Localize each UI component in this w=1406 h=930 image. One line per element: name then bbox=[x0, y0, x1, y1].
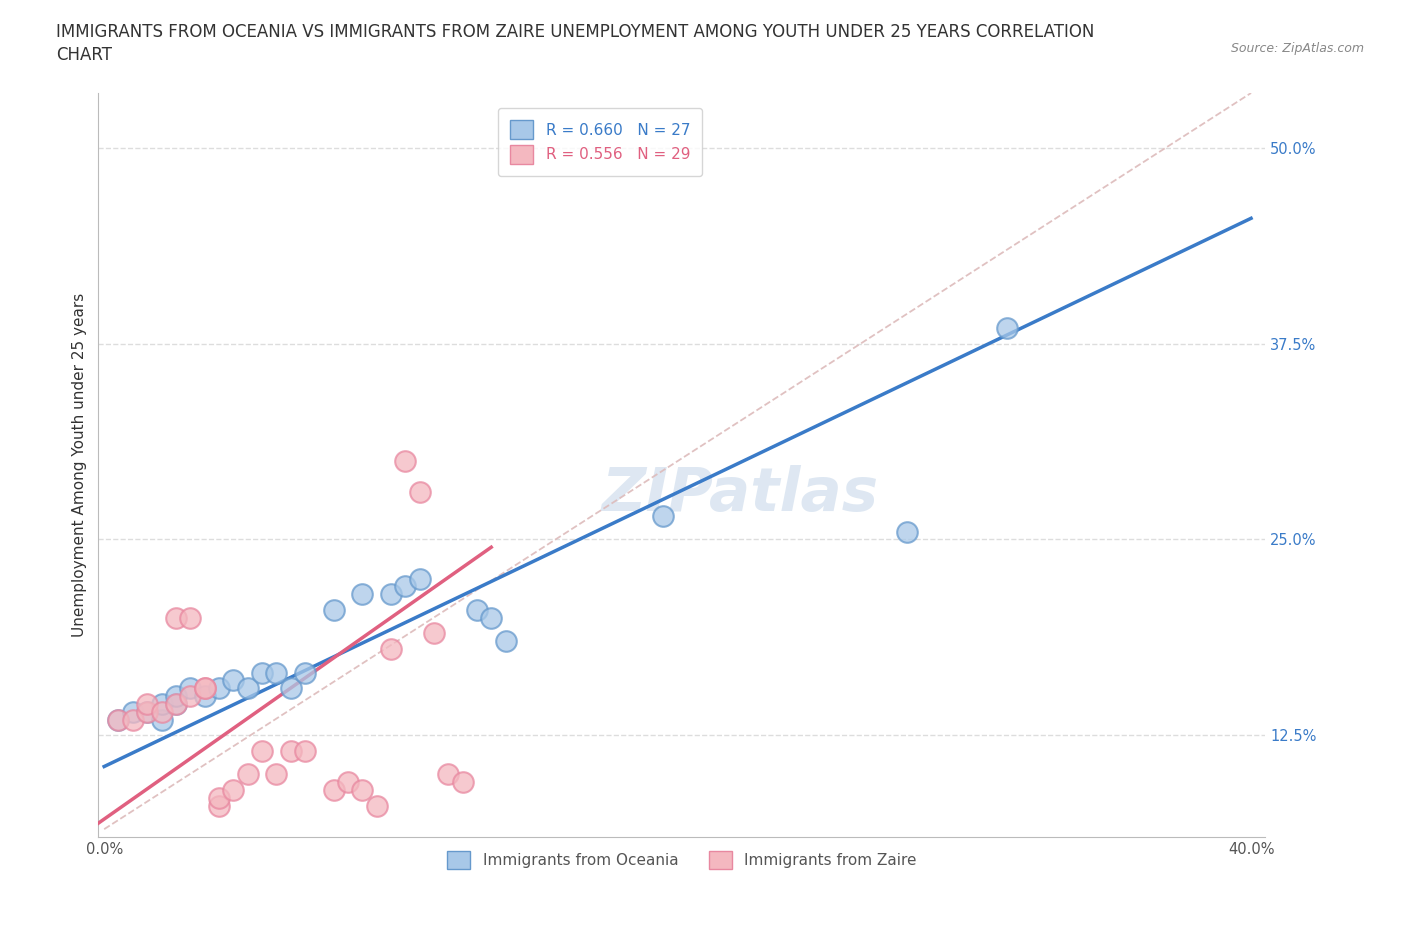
Point bbox=[479, 610, 502, 625]
Point bbox=[250, 743, 273, 758]
Point bbox=[380, 642, 402, 657]
Point bbox=[165, 610, 187, 625]
Y-axis label: Unemployment Among Youth under 25 years: Unemployment Among Youth under 25 years bbox=[72, 293, 87, 637]
Point bbox=[208, 798, 231, 813]
Point bbox=[121, 712, 143, 727]
Point bbox=[322, 782, 344, 797]
Point bbox=[264, 767, 287, 782]
Point bbox=[294, 665, 316, 680]
Point bbox=[179, 681, 201, 696]
Point bbox=[280, 681, 302, 696]
Point bbox=[336, 775, 359, 790]
Point bbox=[437, 767, 460, 782]
Point bbox=[280, 743, 302, 758]
Point bbox=[208, 790, 231, 805]
Point bbox=[150, 712, 173, 727]
Text: CHART: CHART bbox=[56, 46, 112, 64]
Point bbox=[408, 571, 430, 586]
Point bbox=[394, 454, 416, 469]
Point bbox=[136, 697, 159, 711]
Point bbox=[150, 697, 173, 711]
Point bbox=[136, 704, 159, 719]
Point bbox=[236, 681, 259, 696]
Point bbox=[995, 321, 1018, 336]
Point bbox=[294, 743, 316, 758]
Point bbox=[193, 681, 215, 696]
Point bbox=[380, 587, 402, 602]
Point bbox=[423, 626, 446, 641]
Point bbox=[208, 681, 231, 696]
Point bbox=[222, 673, 245, 688]
Point bbox=[652, 509, 675, 524]
Point bbox=[465, 603, 488, 618]
Point bbox=[264, 665, 287, 680]
Point bbox=[165, 697, 187, 711]
Text: ZIPatlas: ZIPatlas bbox=[602, 465, 879, 525]
Point bbox=[179, 688, 201, 703]
Point bbox=[193, 681, 215, 696]
Point bbox=[366, 798, 388, 813]
Point bbox=[165, 688, 187, 703]
Point bbox=[107, 712, 129, 727]
Point bbox=[222, 782, 245, 797]
Point bbox=[107, 712, 129, 727]
Point bbox=[408, 485, 430, 499]
Point bbox=[165, 697, 187, 711]
Point bbox=[322, 603, 344, 618]
Point bbox=[250, 665, 273, 680]
Point bbox=[193, 688, 215, 703]
Legend: Immigrants from Oceania, Immigrants from Zaire: Immigrants from Oceania, Immigrants from… bbox=[436, 838, 928, 882]
Point bbox=[150, 704, 173, 719]
Text: Source: ZipAtlas.com: Source: ZipAtlas.com bbox=[1230, 42, 1364, 55]
Point bbox=[896, 525, 918, 539]
Point bbox=[121, 704, 143, 719]
Point bbox=[136, 704, 159, 719]
Point bbox=[179, 610, 201, 625]
Point bbox=[394, 579, 416, 594]
Point bbox=[352, 782, 374, 797]
Point bbox=[236, 767, 259, 782]
Text: IMMIGRANTS FROM OCEANIA VS IMMIGRANTS FROM ZAIRE UNEMPLOYMENT AMONG YOUTH UNDER : IMMIGRANTS FROM OCEANIA VS IMMIGRANTS FR… bbox=[56, 23, 1095, 41]
Point bbox=[495, 633, 517, 648]
Point bbox=[352, 587, 374, 602]
Point bbox=[451, 775, 474, 790]
